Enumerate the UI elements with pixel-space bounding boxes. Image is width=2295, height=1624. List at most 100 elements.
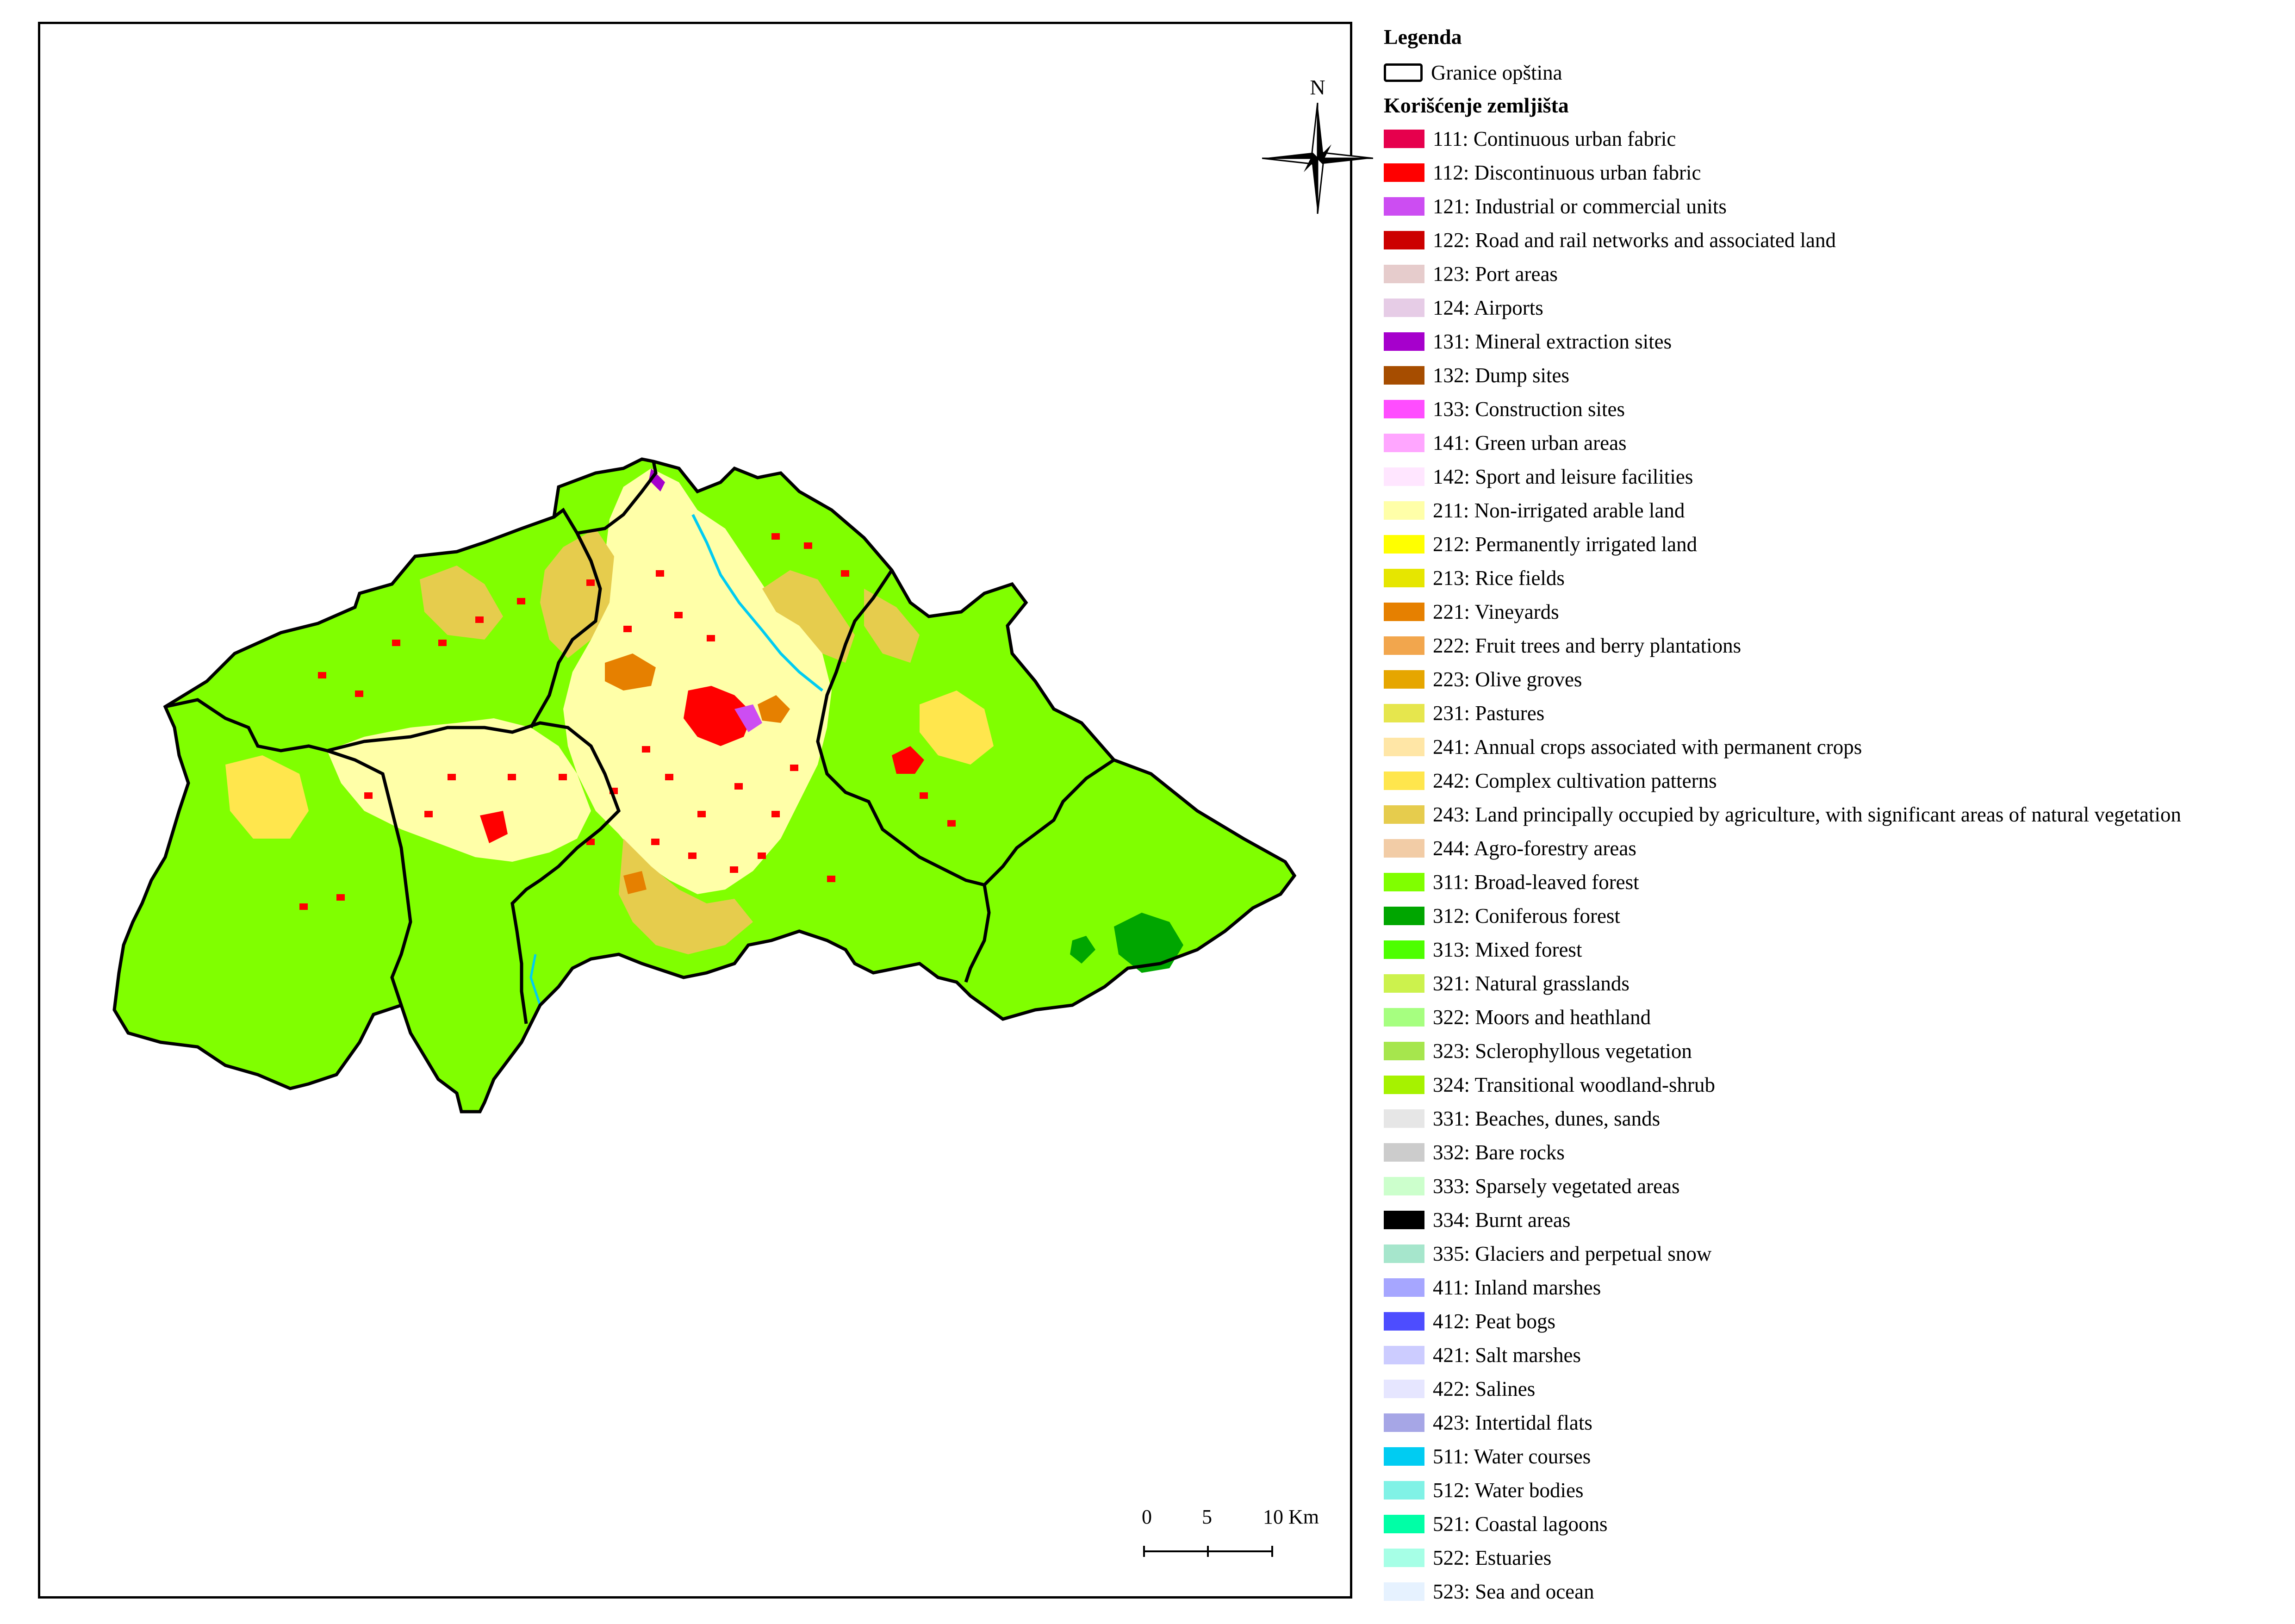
legend-item: 421: Salt marshes [1384,1338,2286,1372]
legend-item: 141: Green urban areas [1384,426,2286,460]
legend-item-label: 121: Industrial or commercial units [1433,194,1727,218]
arable-west [327,718,591,862]
settlement-dot [790,765,798,771]
municipal-boundaries [112,457,1297,1114]
legend-item-label: 322: Moors and heathland [1433,1005,1651,1029]
legend-item: 124: Airports [1384,291,2286,324]
legend-item: 512: Water bodies [1384,1473,2286,1507]
settlement-dots [299,533,956,910]
legend-item: 521: Coastal lagoons [1384,1507,2286,1541]
legend-swatch [1384,366,1424,385]
legend-item: 222: Fruit trees and berry plantations [1384,628,2286,662]
legend-swatch [1384,1447,1424,1466]
settlement-dot [438,640,447,646]
region-outline [112,457,1297,1114]
legend-swatch [1384,940,1424,959]
legend-item: 313: Mixed forest [1384,933,2286,966]
legend-item: 131: Mineral extraction sites [1384,324,2286,358]
legend-swatch [1384,230,1424,249]
legend-swatch [1384,332,1424,351]
legend-item: 133: Construction sites [1384,392,2286,426]
settlement-dot [688,852,697,859]
arable-valley [563,468,832,894]
settlement-dot [656,570,664,577]
legend-item: 242: Complex cultivation patterns [1384,764,2286,797]
land-use-layer [114,459,1294,1112]
legend-swatch [1384,839,1424,858]
legend-item-label: 511: Water courses [1433,1444,1591,1468]
legend-swatch [1384,1075,1424,1094]
legend-swatch [1384,1481,1424,1500]
legend-item-label: 231: Pastures [1433,701,1545,725]
legend-swatch [1384,501,1424,520]
legend-item: 422: Salines [1384,1372,2286,1406]
urban-west [480,811,508,843]
legend-item: 324: Transitional woodland-shrub [1384,1068,2286,1101]
legend-item-label: 421: Salt marshes [1433,1343,1581,1367]
legend-item: 412: Peat bogs [1384,1304,2286,1338]
legend-item-label: 141: Green urban areas [1433,431,1627,454]
legend-item: 333: Sparsely vegetated areas [1384,1169,2286,1203]
legend-swatch [1384,298,1424,317]
legend-item-label: 512: Water bodies [1433,1478,1584,1502]
legend-item-label: 242: Complex cultivation patterns [1433,769,1717,792]
scale-label-5: 5 [1202,1506,1212,1528]
settlement-dot [771,811,780,817]
vineyard-patch-2 [758,695,790,723]
legend-swatch [1384,1041,1424,1060]
legend-item: 132: Dump sites [1384,358,2286,392]
legend-item-label: 335: Glaciers and perpetual snow [1433,1242,1712,1265]
legend-item-label: 112: Discontinuous urban fabric [1433,161,1701,184]
legend-item-label: 331: Beaches, dunes, sands [1433,1107,1661,1130]
legend-item-label: 124: Airports [1433,296,1543,319]
agri-natural-2 [619,839,753,954]
settlement-dot [517,598,525,604]
legend-swatch [1384,433,1424,452]
legend-item: 123: Port areas [1384,257,2286,291]
legend-item-label: 312: Coniferous forest [1433,904,1620,927]
legend-item-label: 321: Natural grasslands [1433,971,1630,995]
legend-item-label: 142: Sport and leisure facilities [1433,465,1693,488]
legend-swatch [1384,197,1424,216]
legend-item: 331: Beaches, dunes, sands [1384,1101,2286,1135]
settlement-dot [734,783,743,790]
legend-item-label: 324: Transitional woodland-shrub [1433,1073,1716,1096]
legend-item: 112: Discontinuous urban fabric [1384,156,2286,189]
legend-item: 142: Sport and leisure facilities [1384,460,2286,493]
legend-swatch [1384,1176,1424,1195]
legend-item-label: 423: Intertidal flats [1433,1411,1592,1434]
legend-swatch [1384,805,1424,824]
urban-center [684,686,753,746]
legend-title: Legenda [1384,25,1462,49]
legend-swatch [1384,872,1424,891]
legend-item-label: 123: Port areas [1433,262,1558,286]
legend: Legenda Granice opština Korišćenje zemlj… [1384,19,2286,1608]
legend-item-label: 131: Mineral extraction sites [1433,330,1672,353]
legend-item-label: 313: Mixed forest [1433,938,1582,961]
north-arrow: N [1262,75,1373,214]
legend-item-label: 422: Salines [1433,1377,1536,1400]
legend-item: 321: Natural grasslands [1384,966,2286,1000]
legend-item: 223: Olive groves [1384,662,2286,696]
boundary-center-west [327,721,621,1024]
legend-swatch [1384,1345,1424,1364]
legend-swatch [1384,1278,1424,1297]
legend-item: 332: Bare rocks [1384,1135,2286,1169]
legend-swatch [1384,703,1424,722]
legend-item-label: 212: Permanently irrigated land [1433,532,1698,556]
legend-item: 423: Intertidal flats [1384,1406,2286,1439]
agri-natural-3 [762,570,855,663]
legend-swatch [1384,568,1424,587]
legend-item-label: 523: Sea and ocean [1433,1580,1594,1603]
north-label: N [1310,75,1325,99]
scale-label-0: 0 [1142,1506,1152,1528]
settlement-dot [364,792,373,799]
legend-item-label: 223: Olive groves [1433,667,1582,691]
legend-boundary-label: Granice opština [1431,61,1562,84]
legend-class-list: 111: Continuous urban fabric 112: Discont… [1384,122,2286,1608]
legend-item-label: 332: Bare rocks [1433,1140,1565,1164]
boundary-swatch [1384,63,1423,82]
legend-item-label: 211: Non-irrigated arable land [1433,498,1685,522]
settlement-dot [424,811,433,817]
legend-item-label: 132: Dump sites [1433,363,1570,387]
